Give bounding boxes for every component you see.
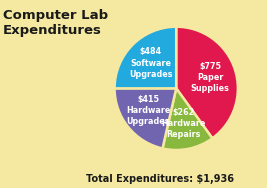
Wedge shape (115, 27, 176, 88)
Text: $775
Paper
Supplies: $775 Paper Supplies (191, 62, 230, 93)
Text: $262
Hardware
Repairs: $262 Hardware Repairs (161, 108, 206, 139)
Text: Computer Lab
Expenditures: Computer Lab Expenditures (3, 9, 108, 37)
Text: Total Expenditures: $1,936: Total Expenditures: $1,936 (86, 174, 234, 184)
Wedge shape (163, 88, 212, 150)
Text: $484
Software
Upgrades: $484 Software Upgrades (129, 48, 173, 79)
Wedge shape (176, 27, 238, 138)
Text: $415
Hardware
Upgrades: $415 Hardware Upgrades (126, 95, 170, 126)
Wedge shape (115, 88, 176, 149)
